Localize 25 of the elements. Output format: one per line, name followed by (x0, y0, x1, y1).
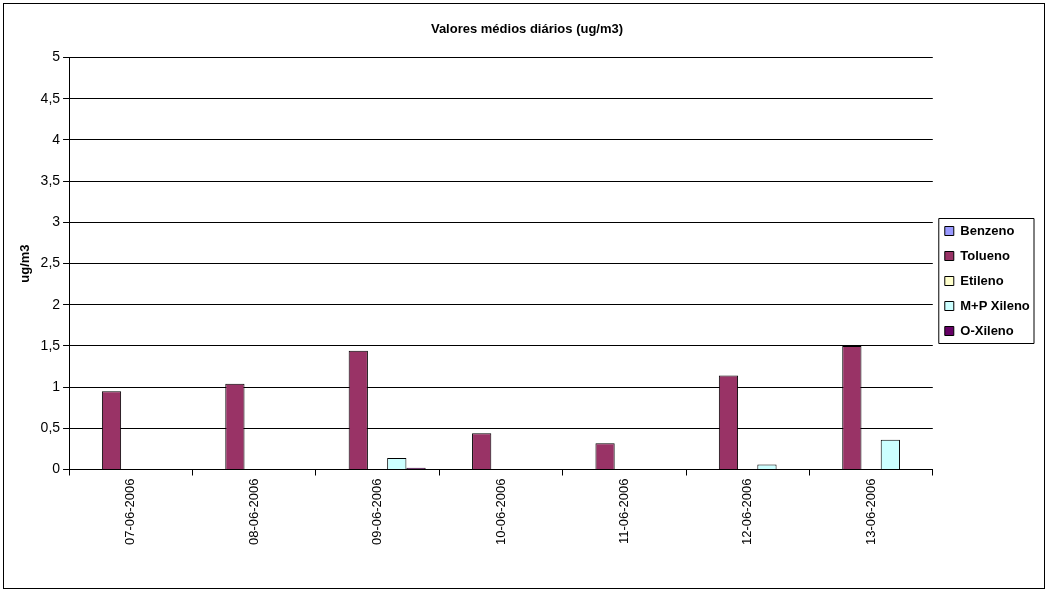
legend-label: Etileno (960, 272, 1004, 288)
legend-label: M+P Xileno (960, 297, 1030, 313)
legend-label: O-Xileno (960, 322, 1014, 338)
x-tick-label: 10-06-2006 (492, 478, 508, 545)
y-tick-label: 3 (52, 213, 61, 230)
x-tick-label: 12-06-2006 (739, 478, 755, 545)
y-tick-label: 1,5 (40, 336, 61, 353)
y-axis-title: ug/m3 (17, 244, 33, 283)
y-tick-label: 3,5 (40, 172, 61, 189)
legend-label: Tolueno (960, 247, 1010, 263)
y-tick-label: 5 (52, 48, 61, 65)
legend-label: Benzeno (960, 222, 1015, 238)
y-tick-label: 1 (52, 377, 61, 394)
y-tick-label: 0 (52, 460, 61, 477)
x-tick-label: 11-06-2006 (615, 478, 631, 545)
x-tick-label: 13-06-2006 (862, 478, 878, 545)
chart-title: Valores médios diários (ug/m3) (430, 21, 624, 37)
x-tick-label: 07-06-2006 (122, 478, 138, 545)
y-tick-label: 4 (52, 130, 61, 147)
x-tick-label: 09-06-2006 (369, 478, 385, 545)
y-tick-label: 2 (52, 295, 61, 312)
y-tick-label: 0,5 (40, 419, 61, 436)
x-tick-label: 08-06-2006 (245, 478, 261, 545)
y-tick-label: 2,5 (40, 254, 61, 271)
y-tick-label: 4,5 (40, 89, 61, 106)
